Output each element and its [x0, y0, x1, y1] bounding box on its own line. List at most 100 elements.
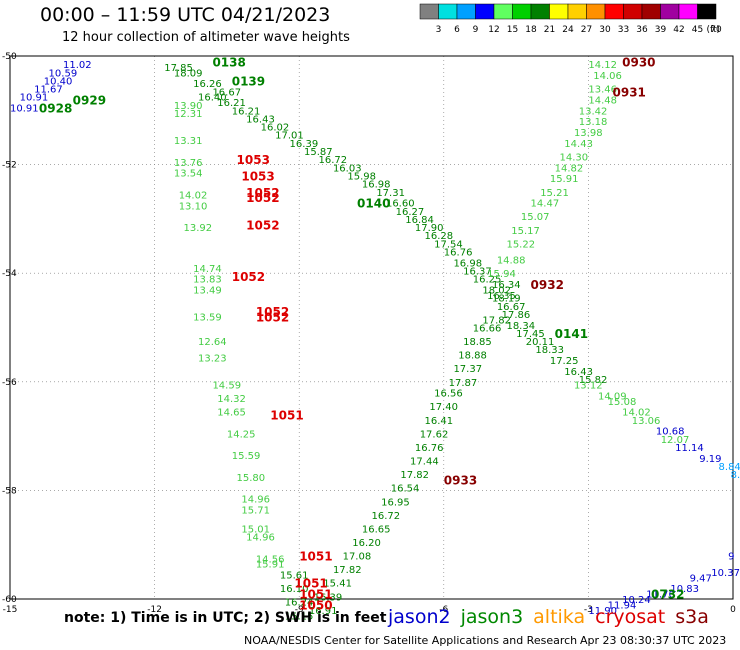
track-label: 0932: [531, 278, 564, 292]
wave-height-value: 17.90: [415, 223, 444, 234]
wave-height-value: 10.91: [20, 93, 49, 104]
track-label: 1052: [246, 218, 279, 232]
wave-height-value: 16.35: [487, 291, 516, 302]
wave-height-value: 16.26: [193, 79, 222, 90]
legend-cryosat: cryosat: [595, 606, 666, 628]
wave-height-value: 11.90: [588, 606, 617, 617]
wave-height-value: 13.83: [193, 275, 222, 286]
track-label: 0139: [232, 74, 265, 88]
wave-height-value: 16.98: [362, 180, 391, 191]
colorbar-label: 70: [710, 25, 722, 35]
wave-height-value: 14.96: [246, 533, 275, 544]
wave-height-value: 10.91: [10, 104, 39, 115]
wave-height-value: 13.42: [579, 106, 608, 117]
wave-height-value: 16.03: [333, 163, 362, 174]
x-tick-label: -12: [147, 605, 162, 615]
wave-height-value: 15.87: [304, 147, 333, 158]
track-label: 1052: [246, 191, 279, 205]
track-label: 1051: [299, 588, 332, 602]
colorbar-unit: (ft): [706, 25, 720, 35]
wave-height-value: 16.34: [492, 280, 521, 291]
wave-height-value: 11.02: [63, 60, 92, 71]
series-jason3-light: 12.3113.3113.9013.7613.5414.0213.1013.92…: [174, 60, 689, 571]
colorbar-label: 39: [655, 25, 667, 35]
wave-height-value: 18.02: [482, 285, 511, 296]
wave-height-value: 16.39: [290, 139, 319, 150]
wave-height-value: 16.25: [473, 275, 502, 286]
wave-height-value: 15.91: [550, 174, 579, 185]
wave-height-value: 14.82: [555, 163, 584, 174]
wave-height-value: 15.98: [347, 171, 376, 182]
wave-height-value: 17.40: [429, 402, 458, 413]
wave-height-value: 16.72: [318, 155, 347, 166]
wave-height-value: 17.44: [410, 457, 439, 468]
legend-s3a: s3a: [675, 606, 709, 628]
wave-height-value: 13.12: [574, 381, 603, 392]
series-jason3: 17.8518.0916.2616.6716.4016.2116.2116.43…: [164, 63, 607, 622]
series-jason2: 11.0210.5910.4011.6710.9110.9110.6811.14…: [10, 60, 740, 617]
wave-height-value: 10.83: [670, 584, 699, 595]
wave-height-value: 16.91: [309, 606, 338, 617]
wave-height-value: 8.6: [731, 470, 740, 481]
wave-height-value: 16.39: [314, 592, 343, 603]
wave-height-value: 15.71: [241, 505, 270, 516]
wave-height-value: 15.22: [506, 239, 535, 250]
wave-height-value: 14.47: [531, 199, 560, 210]
wave-height-value: 10.37: [711, 568, 740, 579]
colorbar-label: 30: [599, 25, 611, 35]
wave-height-value: 11.94: [608, 600, 637, 611]
colorbar-label: 36: [636, 25, 648, 35]
y-tick-label: -52: [2, 161, 17, 171]
wave-height-value: 11.67: [34, 85, 63, 96]
wave-height-value: 17.82: [400, 470, 429, 481]
wave-height-value: 16.67: [212, 87, 241, 98]
y-tick-label: -60: [2, 595, 17, 605]
wave-height-value: 13.54: [174, 169, 203, 180]
wave-height-value: 15.21: [540, 188, 569, 199]
y-tick-label: -58: [2, 486, 17, 496]
track-label: 0140: [357, 197, 390, 211]
wave-height-value: 11.14: [675, 443, 704, 454]
wave-height-value: 14.06: [593, 71, 622, 82]
wave-height-value: 15.17: [511, 226, 540, 237]
generated-timestamp: Apr 23 08:30:37 UTC 2023: [580, 634, 727, 647]
wave-height-value: 14.30: [559, 152, 588, 163]
wave-height-value: 17.37: [453, 364, 482, 375]
track-label: 0928: [39, 102, 72, 116]
wave-height-value: 18.85: [463, 337, 492, 348]
wave-height-value: 16.72: [372, 511, 401, 522]
wave-height-value: 14.48: [588, 95, 617, 106]
wave-height-value: 17.82: [482, 315, 511, 326]
series-jason2-low: 8.848.6: [719, 462, 740, 481]
colorbar-label: 6: [454, 25, 460, 35]
wave-height-value: 17.54: [434, 239, 463, 250]
wave-height-value: 14.43: [564, 139, 593, 150]
wave-height-value: 15.82: [579, 375, 608, 386]
wave-height-value: 16.24: [285, 598, 314, 609]
wave-height-value: 17.82: [333, 565, 362, 576]
x-tick-label: -9: [295, 605, 304, 615]
colorbar-label: 9: [473, 25, 479, 35]
wave-height-value: 12.31: [174, 109, 203, 120]
wave-height-value: 13.18: [579, 117, 608, 128]
wave-height-value: 16.76: [415, 443, 444, 454]
wave-height-value: 16.67: [497, 302, 526, 313]
wave-height-value: 15.94: [487, 269, 516, 280]
wave-height-value: 16.60: [386, 199, 415, 210]
wave-height-value: 16.41: [425, 416, 454, 427]
footnote: note: 1) Time is in UTC; 2) SWH is in fe…: [64, 610, 387, 626]
wave-height-value: 14.09: [598, 391, 627, 402]
wave-height-value: 17.45: [516, 329, 545, 340]
wave-height-value: 17.86: [502, 310, 531, 321]
track-label: 0732: [651, 588, 684, 602]
wave-height-value: 16.37: [463, 266, 492, 277]
wave-height-value: 16.66: [473, 324, 502, 335]
wave-height-value: 14.96: [241, 495, 270, 506]
wave-height-value: 14.74: [193, 264, 222, 275]
track-label: 1052: [246, 186, 279, 200]
wave-height-value: 13.92: [184, 223, 213, 234]
colorbar-label: 33: [618, 25, 629, 35]
x-tick-label: 0: [730, 605, 736, 615]
wave-height-value: 17.87: [449, 378, 478, 389]
track-label: 1051: [270, 408, 303, 422]
